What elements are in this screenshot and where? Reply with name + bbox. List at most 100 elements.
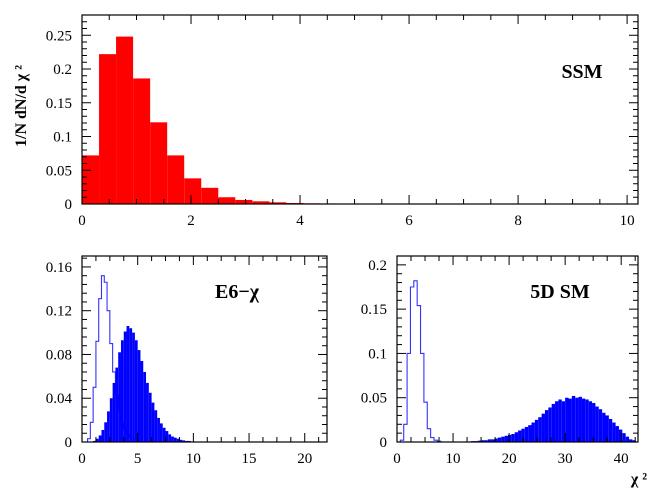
histogram-bar xyxy=(571,395,576,442)
plot-frame xyxy=(81,255,328,443)
histogram-bar xyxy=(162,427,166,442)
histogram-bar xyxy=(82,155,100,204)
histogram-bar xyxy=(575,397,579,442)
x-tick-label: 0 xyxy=(78,213,86,229)
y-tick-label: 0.16 xyxy=(46,260,73,276)
histogram-bar xyxy=(118,352,121,442)
x-tick-label: 10 xyxy=(446,451,461,467)
histogram-bar xyxy=(541,413,545,442)
y-tick-label: 0.05 xyxy=(46,163,72,179)
histogram-bar xyxy=(201,187,219,204)
histogram-bar xyxy=(140,361,144,442)
histogram-bar xyxy=(618,429,623,442)
histogram-bar xyxy=(531,422,535,442)
histogram-bar xyxy=(167,155,185,204)
histogram-bar xyxy=(494,438,498,442)
histogram-bar xyxy=(521,428,525,442)
histogram-bar xyxy=(595,406,599,442)
panel-label: SSM xyxy=(561,61,602,83)
histogram-bar xyxy=(109,398,113,442)
histogram-bar xyxy=(608,418,613,442)
x-tick-label: 20 xyxy=(502,451,517,467)
histogram-bar xyxy=(123,331,127,442)
histogram-bar xyxy=(98,435,102,442)
histogram-bar xyxy=(120,340,124,442)
x-tick-label: 10 xyxy=(620,213,635,229)
ssm-panel: 0 2 4 6 8 10 0 0.05 0.1 0.15 0.2 0.25 SSM xyxy=(46,14,639,229)
histogram-bar xyxy=(615,426,619,442)
histogram-bar xyxy=(134,340,138,442)
histogram-bar xyxy=(126,326,130,442)
histogram-bar xyxy=(107,411,110,442)
x-tick-label: 6 xyxy=(405,213,413,229)
histogram-bar xyxy=(157,417,160,442)
histogram-bar xyxy=(497,437,502,442)
histogram-bar xyxy=(625,436,630,442)
histogram-bar xyxy=(184,178,202,204)
histogram-bar xyxy=(491,439,495,442)
histogram-bar xyxy=(252,201,270,204)
histogram-bar xyxy=(524,426,529,442)
histogram-bar xyxy=(568,398,572,442)
histogram-bar xyxy=(173,437,177,442)
histogram-bar xyxy=(179,439,183,442)
histogram-bar xyxy=(218,197,236,204)
histogram-bar xyxy=(176,438,180,442)
histogram-bar xyxy=(598,409,603,442)
histogram-bar xyxy=(151,402,155,442)
histogram-bar xyxy=(477,440,482,442)
histogram-bar xyxy=(592,403,596,442)
histogram-bar xyxy=(132,332,135,442)
histogram-bar xyxy=(551,403,556,442)
histogram-bar xyxy=(578,396,582,442)
histogram-bar xyxy=(148,392,152,442)
y-tick-label: 0.08 xyxy=(46,347,72,363)
histogram-bar xyxy=(481,440,485,442)
histogram-bar xyxy=(143,371,147,442)
histogram-bar xyxy=(137,350,141,442)
histogram-bar xyxy=(99,54,117,205)
x-tick-label: 4 xyxy=(296,213,304,229)
x-tick-label: 20 xyxy=(297,451,312,467)
histogram-bar xyxy=(518,430,522,442)
x-tick-label: 15 xyxy=(242,451,257,467)
y-tick-label: 0 xyxy=(65,435,73,451)
histogram-bar xyxy=(629,439,633,442)
histogram-bar xyxy=(548,407,552,442)
y-tick-label: 0.15 xyxy=(361,302,387,318)
panel-label: E6−χ xyxy=(215,281,260,303)
histogram-bar xyxy=(561,401,566,442)
histogram-bar xyxy=(104,422,108,442)
histogram-bar xyxy=(581,398,586,442)
x-tick-label: 10 xyxy=(186,451,201,467)
histogram-bar xyxy=(146,382,149,442)
histogram-bar xyxy=(514,432,519,442)
histogram-bar xyxy=(101,429,105,442)
y-tick-label: 0.2 xyxy=(53,62,72,78)
histogram-bar xyxy=(622,433,626,442)
histogram-bar xyxy=(605,415,609,442)
histogram-bar xyxy=(538,417,542,442)
y-axis-title: 1/N dN/d χ ² xyxy=(13,65,30,147)
plot-frame xyxy=(396,255,639,443)
y-tick-label: 0 xyxy=(380,435,388,451)
y-tick-label: 0.25 xyxy=(46,28,72,44)
histogram-bar xyxy=(565,397,569,442)
histogram-bar xyxy=(602,412,606,442)
x-tick-label: 5 xyxy=(134,451,142,467)
histogram-bar xyxy=(116,36,134,204)
histogram-bar xyxy=(159,423,163,442)
histogram-bar xyxy=(612,422,616,442)
y-tick-label: 0.2 xyxy=(368,258,387,274)
histogram-bar xyxy=(112,382,116,442)
histogram-bar xyxy=(507,434,512,442)
histogram-bar xyxy=(528,425,532,442)
x-axis-title: χ ² xyxy=(630,471,647,488)
histogram-bar xyxy=(487,439,492,442)
panel-label: 5D SM xyxy=(530,281,590,303)
histogram-bar xyxy=(558,399,562,442)
x-tick-label: 0 xyxy=(78,451,86,467)
x-tick-label: 30 xyxy=(558,451,573,467)
histogram-bar xyxy=(484,440,488,442)
